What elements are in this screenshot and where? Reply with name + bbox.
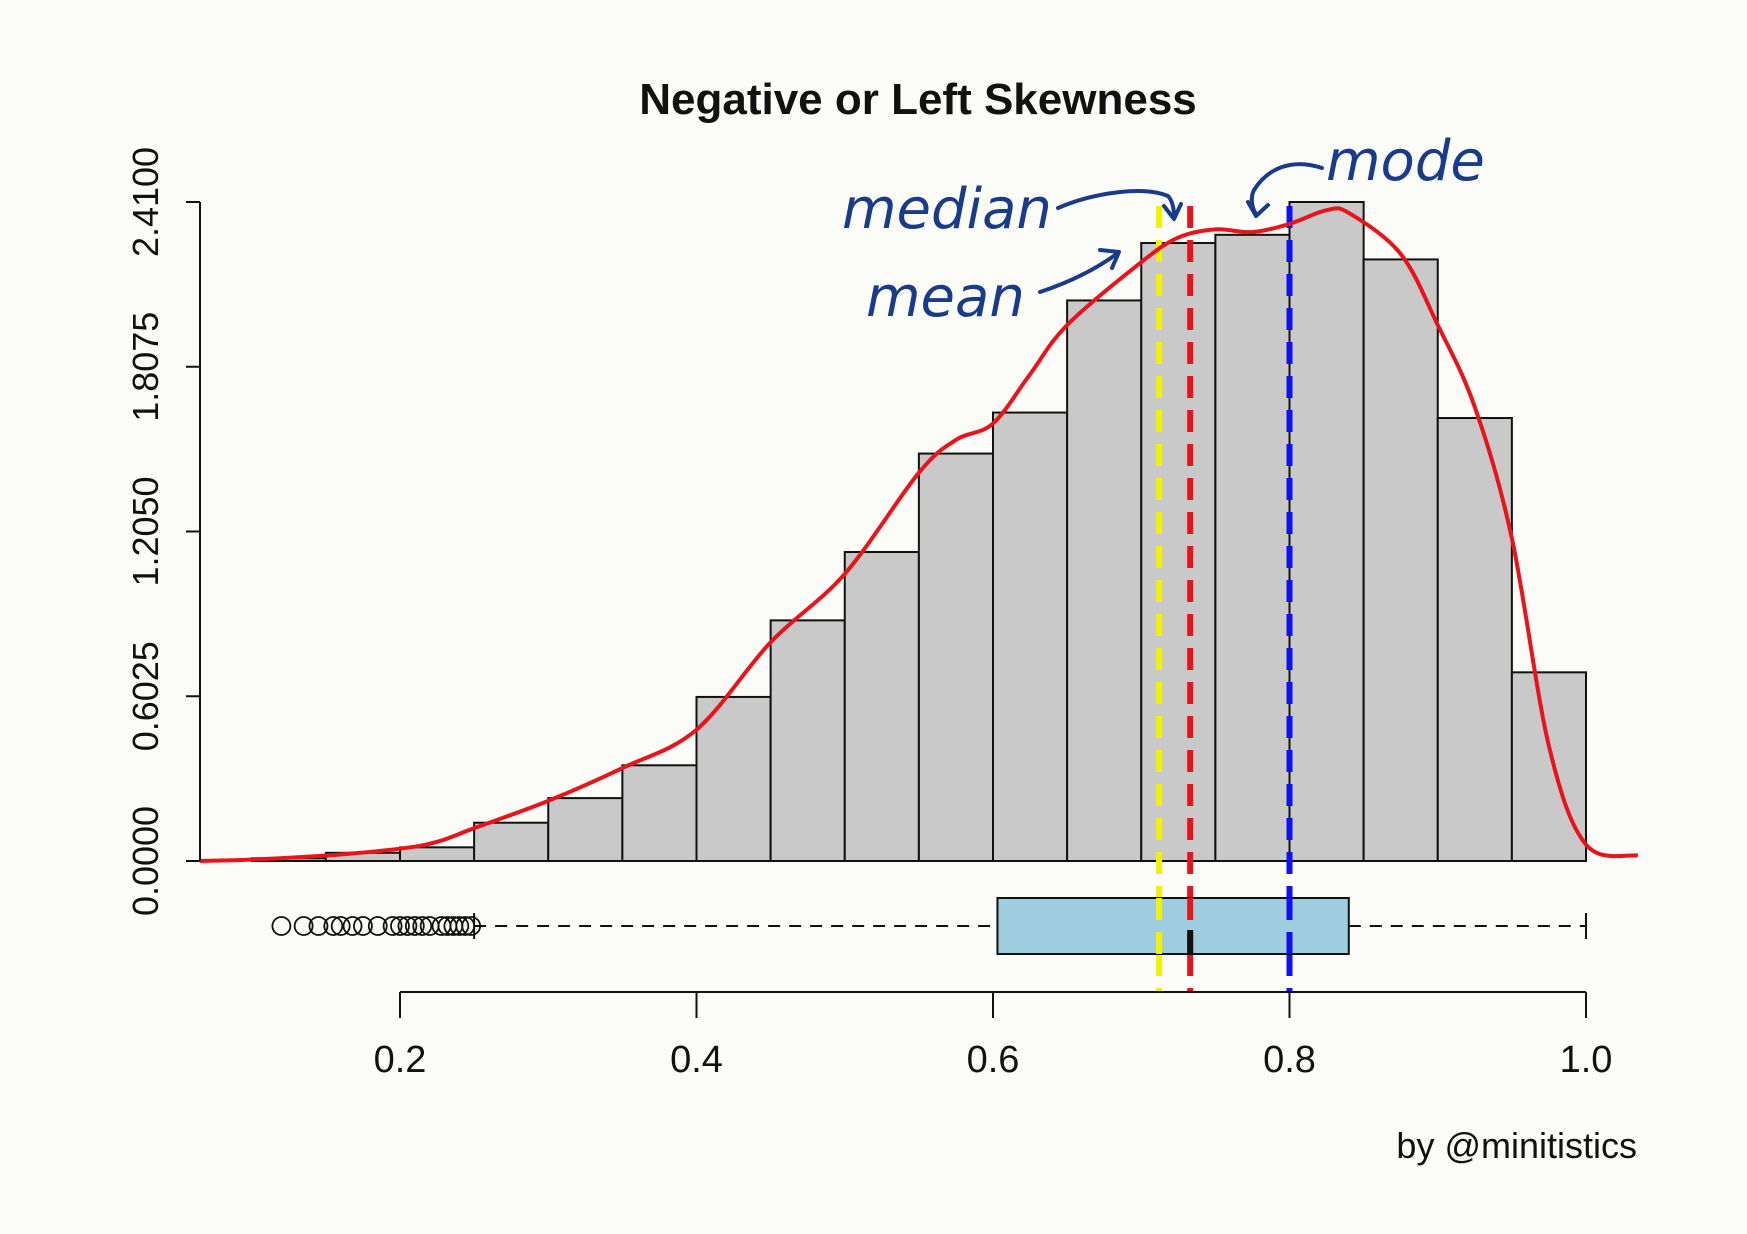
outlier-point [367, 916, 388, 936]
outlier-point [404, 916, 425, 936]
median-arrowhead-icon [1162, 202, 1183, 221]
x-tick-label: 1.0 [1560, 1039, 1613, 1081]
mode-annotation: mode [1326, 129, 1485, 194]
histogram-bar [1214, 233, 1291, 862]
x-tick-label: 0.6 [967, 1039, 1020, 1081]
median-arrow-icon [1056, 189, 1176, 218]
reference-lines [1156, 206, 1293, 992]
outlier-point [412, 916, 433, 936]
credit-label: by @minitistics [1396, 1125, 1637, 1166]
mean-arrow-icon [1038, 251, 1120, 294]
outlier-point [330, 916, 351, 936]
mean-arrowhead-icon [1098, 248, 1121, 270]
histogram-bar [695, 695, 772, 862]
boxplot [271, 897, 1587, 955]
y-tick-label: 0.0000 [125, 806, 166, 916]
histogram-bar [621, 764, 698, 863]
histogram-bar [547, 797, 624, 863]
boxplot-median-mark [1187, 930, 1194, 954]
outlier-point [342, 916, 363, 936]
outlier-point [353, 916, 373, 936]
histogram-bar [1510, 671, 1587, 863]
chart-title: Negative or Left Skewness [639, 75, 1197, 124]
histogram-bar [473, 821, 550, 862]
histogram-bar [399, 846, 476, 863]
histogram-bar [1140, 242, 1217, 862]
outlier-point [271, 916, 292, 936]
histogram-bar [769, 619, 846, 863]
outlier-point [293, 916, 314, 936]
outlier-point [455, 916, 476, 936]
mean-annotation: mean [866, 265, 1025, 330]
histogram-bar [1362, 258, 1439, 863]
mode-arrowhead-icon [1246, 200, 1270, 218]
histogram-bar [843, 551, 920, 862]
histogram-bar [1066, 299, 1143, 862]
histogram-bar [1288, 201, 1365, 862]
outlier-point [308, 916, 329, 936]
y-tick-label: 0.6025 [125, 641, 166, 751]
outlier-point [461, 916, 482, 936]
y-tick-label: 1.2050 [125, 476, 166, 586]
outlier-point [382, 916, 403, 936]
outlier-point [323, 916, 344, 936]
y-axis: 0.0000 0.6025 1.2050 1.8075 2.4100 [125, 147, 201, 916]
outlier-point [390, 916, 410, 936]
x-tick-label: 0.2 [374, 1039, 427, 1081]
histogram-bars [250, 201, 1587, 863]
histogram-bar [917, 452, 994, 862]
x-axis: 0.2 0.4 0.6 0.8 1.0 [374, 991, 1613, 1081]
x-tick-label: 0.8 [1263, 1039, 1316, 1081]
y-tick-label: 1.8075 [125, 312, 166, 422]
handwritten-annotations: median mean mode [842, 129, 1485, 330]
density-curve [199, 206, 1639, 863]
outlier-point [397, 916, 418, 936]
histogram-bar [992, 411, 1069, 862]
density-curve-layer [199, 206, 1639, 863]
outlier-point [449, 916, 470, 936]
x-tick-label: 0.4 [670, 1039, 723, 1081]
y-tick-label: 2.4100 [125, 147, 166, 257]
median-annotation: median [842, 177, 1052, 242]
boxplot-box [996, 897, 1350, 955]
